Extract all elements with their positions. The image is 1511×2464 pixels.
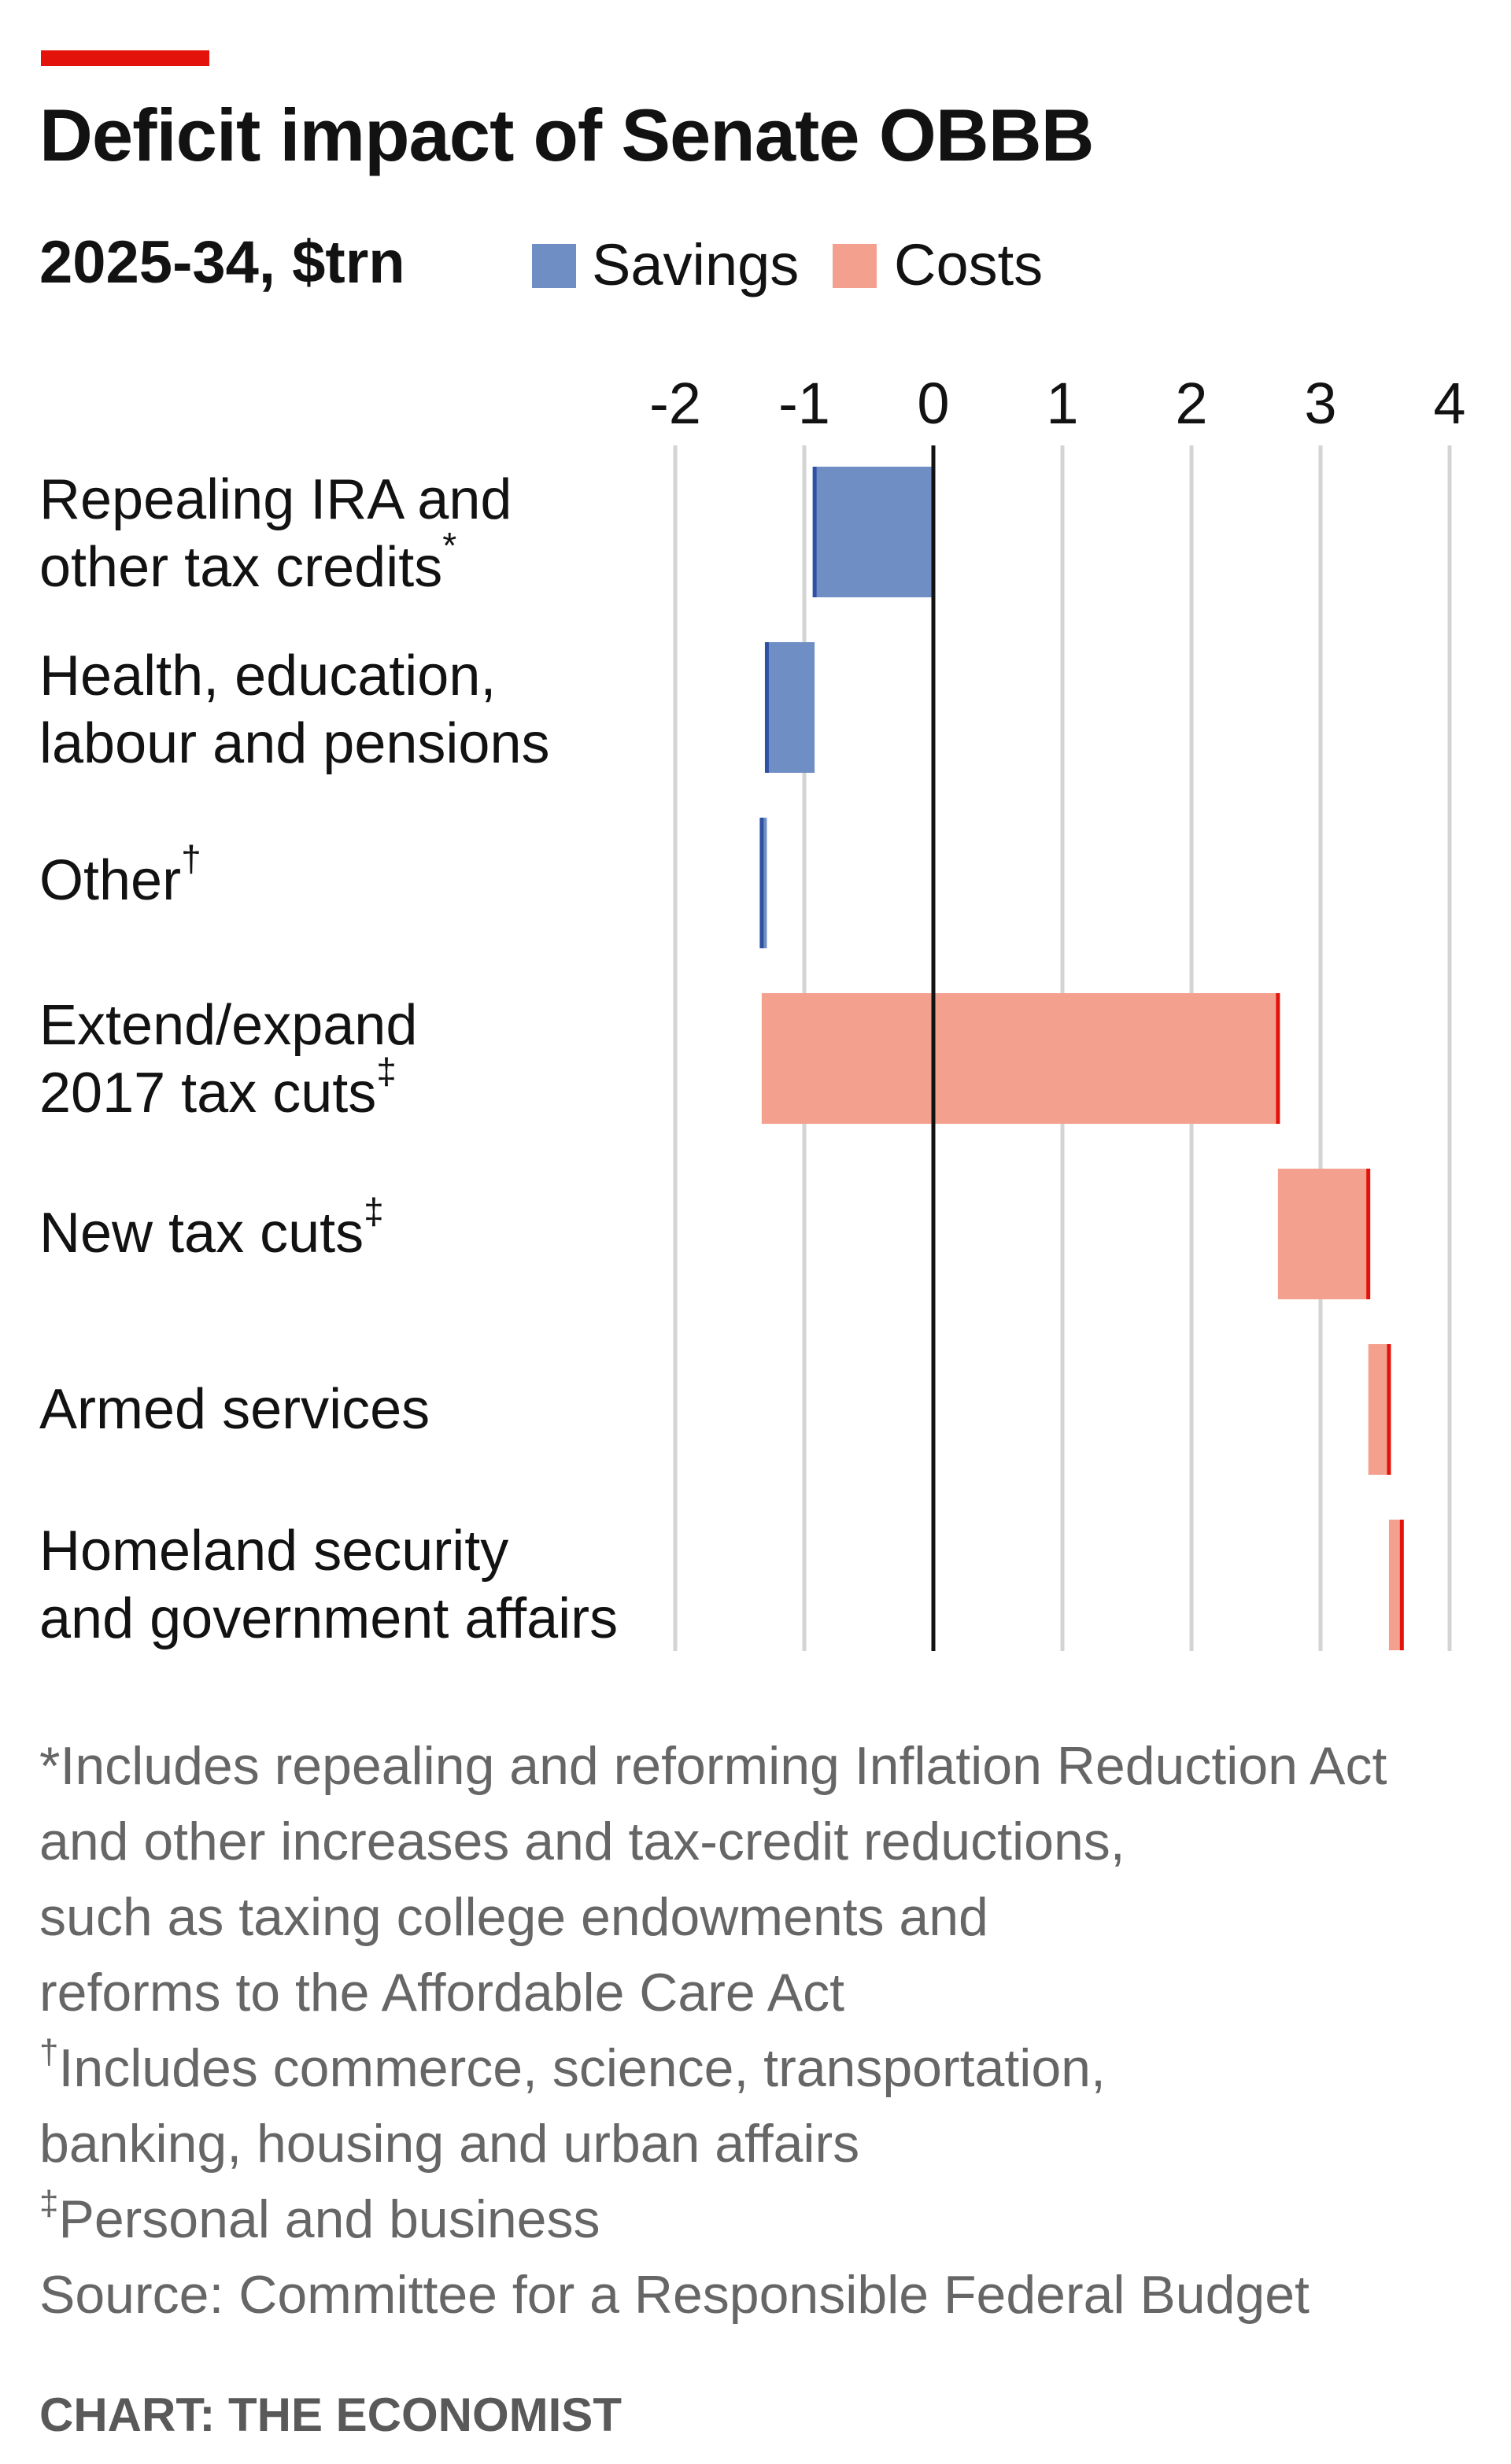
bar-0	[815, 467, 933, 597]
chart-credit: CHART: THE ECONOMIST	[39, 2388, 622, 2441]
footnote-line: ‡Personal and business	[39, 2184, 600, 2250]
category-label: Health, education, labour and pensions	[39, 642, 550, 778]
footnote-marker: †	[39, 2033, 59, 2071]
bar-5	[1368, 1344, 1389, 1475]
legend-swatch-costs	[833, 244, 877, 288]
tick-label--2: -2	[649, 371, 701, 436]
footnote-line: such as taxing college endowments and	[39, 1887, 988, 1947]
legend-label-costs: Costs	[894, 232, 1044, 297]
footnote-line: Source: Committee for a Responsible Fede…	[39, 2265, 1310, 2325]
bar-3	[761, 993, 1278, 1124]
category-label-line: Health, education,	[39, 645, 497, 707]
waterfall-chart: -2 -1 0 1 2 3 4	[649, 371, 1466, 1651]
footnote-line: and other increases and tax-credit reduc…	[39, 1812, 1125, 1871]
category-label: Armed services	[39, 1376, 430, 1443]
category-label-line: Other†	[39, 838, 201, 912]
footnote-marker: ‡	[364, 1191, 384, 1232]
bar-1	[767, 642, 815, 773]
footnote-marker: ‡	[39, 2184, 59, 2222]
category-label-line: 2017 tax cuts‡	[39, 1051, 397, 1125]
x-axis-ticks: -2 -1 0 1 2 3 4	[649, 371, 1465, 436]
chart-title: Deficit impact of Senate OBBB	[39, 94, 1094, 176]
category-label-line: Repealing IRA and	[39, 468, 512, 531]
footnote-line: †Includes commerce, science, transportat…	[39, 2033, 1106, 2099]
legend-label-savings: Savings	[592, 232, 800, 297]
category-label-line: Extend/expand	[39, 994, 418, 1057]
footnote-marker: ‡	[376, 1051, 397, 1092]
footnote-marker: *	[442, 525, 457, 566]
footnote-line: *Includes repealing and reforming Inflat…	[39, 1736, 1387, 1796]
category-label-line: Armed services	[39, 1378, 430, 1441]
footnotes: *Includes repealing and reforming Inflat…	[39, 1728, 1487, 2333]
legend-swatch-savings	[532, 244, 576, 288]
chart-subtitle: 2025-34, $trn	[39, 229, 405, 296]
category-label-line: Homeland security	[39, 1520, 509, 1583]
footnote-line: reforms to the Affordable Care Act	[39, 1963, 845, 2023]
tick-label-4: 4	[1433, 371, 1465, 436]
category-label: Repealing IRA and other tax credits*	[39, 466, 512, 601]
tick-label-1: 1	[1046, 371, 1078, 436]
category-label: Other†	[39, 838, 201, 914]
category-label: Extend/expand 2017 tax cuts‡	[39, 992, 417, 1127]
category-label-line: labour and pensions	[39, 712, 550, 775]
category-label-line: other tax credits*	[39, 525, 457, 599]
bar-2	[761, 818, 767, 948]
tick-label-2: 2	[1175, 371, 1207, 436]
category-label: New tax cuts‡	[39, 1191, 384, 1267]
category-label: Homeland security and government affairs	[39, 1517, 618, 1653]
tick-label-3: 3	[1304, 371, 1336, 436]
tick-label-0: 0	[917, 371, 949, 436]
bar-6	[1388, 1520, 1402, 1650]
bars	[759, 467, 1404, 1650]
footnote-marker: †	[181, 838, 201, 879]
bar-4	[1277, 1169, 1369, 1299]
accent-bar	[41, 50, 209, 66]
footnote-line: banking, housing and urban affairs	[39, 2114, 860, 2174]
category-label-line: New tax cuts‡	[39, 1191, 384, 1265]
tick-label--1: -1	[778, 371, 830, 436]
category-label-line: and government affairs	[39, 1587, 619, 1650]
